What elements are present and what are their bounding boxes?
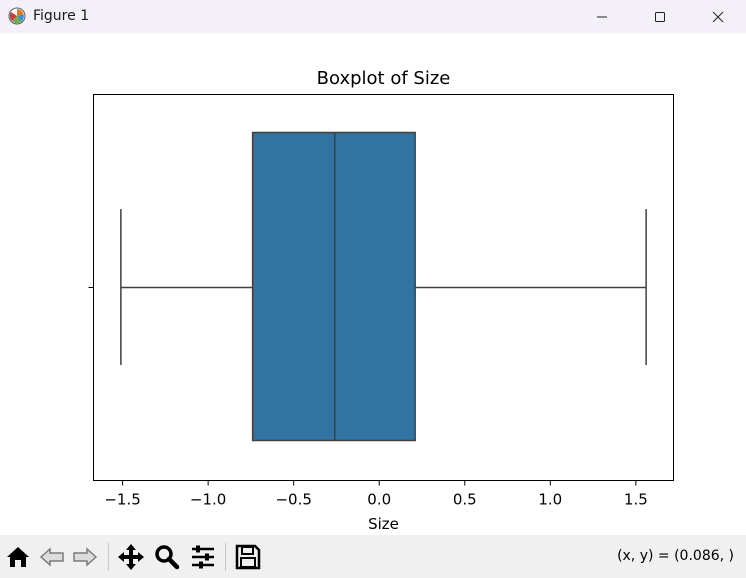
- chart-title: Boxplot of Size: [317, 68, 451, 89]
- home-icon: [7, 547, 29, 567]
- navigation-toolbar: (x, y) = (0.086, ): [0, 535, 746, 578]
- home-button[interactable]: [3, 543, 33, 571]
- zoom-icon: [155, 545, 180, 570]
- configure-subplots-icon: [192, 545, 214, 569]
- x-axis-label: Size: [368, 515, 399, 533]
- minimize-button[interactable]: [573, 0, 631, 33]
- maximize-icon: [655, 11, 665, 22]
- x-tick-label: −1.5: [104, 491, 140, 509]
- close-button[interactable]: [689, 0, 746, 33]
- matplotlib-icon: [8, 7, 26, 25]
- minimize-icon: [597, 16, 607, 17]
- forward-button[interactable]: [70, 543, 100, 571]
- toolbar-separator: [108, 543, 109, 571]
- boxplot-chart: Boxplot of Size −1.5 −1.0 −0.5 0.0 0.5 1.0 1.5…: [88, 68, 674, 533]
- forward-icon: [73, 547, 98, 567]
- save-icon: [235, 544, 261, 570]
- figure-canvas[interactable]: Boxplot of Size −1.5 −1.0 −0.5 0.0 0.5 1.0 1.5…: [0, 33, 746, 535]
- x-tick-label: −0.5: [275, 491, 311, 509]
- close-icon: [712, 11, 724, 22]
- window-title: Figure 1: [33, 8, 90, 24]
- window-titlebar: Figure 1: [0, 0, 746, 33]
- toolbar-separator: [225, 543, 226, 571]
- x-tick-label: −1.0: [190, 491, 226, 509]
- maximize-button[interactable]: [631, 0, 689, 33]
- back-icon: [39, 547, 64, 567]
- cursor-coordinates: (x, y) = (0.086, ): [617, 548, 734, 564]
- pan-button[interactable]: [116, 543, 146, 571]
- x-tick-label: 1.0: [538, 491, 562, 509]
- zoom-button[interactable]: [152, 543, 182, 571]
- x-tick-label: 1.5: [624, 491, 648, 509]
- back-button[interactable]: [37, 543, 67, 571]
- box-iqr: [251, 131, 416, 442]
- x-tick-label: 0.0: [367, 491, 391, 509]
- x-tick-label: 0.5: [453, 491, 477, 509]
- configure-subplots-button[interactable]: [188, 543, 218, 571]
- save-button[interactable]: [233, 543, 263, 571]
- pan-icon: [118, 544, 144, 570]
